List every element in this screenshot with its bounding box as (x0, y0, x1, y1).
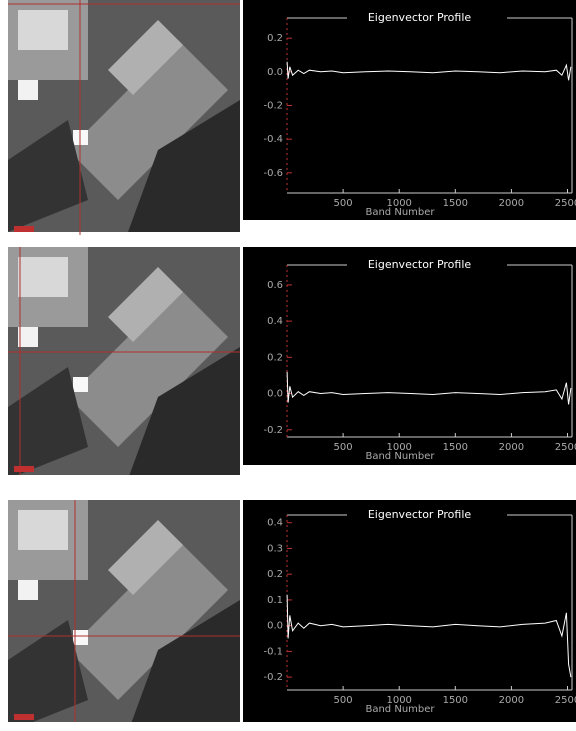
profile-line (286, 61, 572, 81)
y-tick-label: 0.4 (267, 518, 283, 529)
x-tick-label: 500 (334, 442, 353, 453)
y-tick-label: -0.4 (263, 134, 283, 145)
y-tick-label: 0.6 (267, 280, 283, 291)
y-tick-label: 0.3 (267, 543, 283, 554)
x-tick-label: 1500 (443, 442, 468, 453)
x-tick-label: 1500 (443, 198, 468, 209)
image-panel (8, 500, 240, 722)
chart-title: Eigenvector Profile (368, 11, 472, 24)
x-tick-label: 1000 (386, 695, 411, 706)
title-background (347, 11, 507, 25)
chart-title: Eigenvector Profile (368, 508, 472, 521)
x-tick-label: 500 (334, 198, 353, 209)
x-tick-label: 2000 (499, 198, 524, 209)
y-tick-label: -0.1 (263, 646, 283, 657)
y-tick-label: -0.2 (263, 101, 283, 112)
x-tick-label: 2000 (499, 442, 524, 453)
x-tick-label: 1000 (386, 198, 411, 209)
y-tick-label: 0.0 (267, 389, 283, 400)
y-tick-label: -0.6 (263, 168, 283, 179)
x-axis-label: Band Number (365, 451, 435, 462)
image-panel (8, 0, 240, 235)
y-tick-label: 0.2 (267, 33, 283, 44)
title-background (347, 508, 507, 522)
profile-line (286, 371, 572, 405)
x-tick-label: 1500 (443, 695, 468, 706)
y-tick-label: 0.2 (267, 569, 283, 580)
x-tick-label: 2000 (499, 695, 524, 706)
y-tick-label: -0.2 (263, 425, 283, 436)
x-axis-label: Band Number (365, 207, 435, 218)
y-tick-label: 0.0 (267, 67, 283, 78)
image-panel (8, 247, 240, 475)
plot-panel: Eigenvector Profile Band Number 0.4 0.3 0.2 0… (243, 500, 576, 722)
plot-panel: Eigenvector Profile Band Number 0.6 0.4 0.2 0… (243, 247, 576, 465)
y-tick-label: 0.0 (267, 621, 283, 632)
title-background (347, 258, 507, 272)
y-tick-label: -0.2 (263, 672, 283, 683)
y-tick-label: 0.2 (267, 352, 283, 363)
x-tick-label: 500 (334, 695, 353, 706)
x-axis-label: Band Number (365, 704, 435, 715)
plot-background (243, 500, 576, 722)
x-tick-label: 1000 (386, 442, 411, 453)
profile-line (286, 594, 572, 678)
plot-background (243, 247, 576, 465)
plot-background (243, 0, 576, 220)
plot-panel: Eigenvector Profile Band Number 0.2 0.0 -0.2… (243, 0, 576, 220)
y-tick-label: 0.4 (267, 316, 283, 327)
y-tick-label: 0.1 (267, 595, 283, 606)
chart-title: Eigenvector Profile (368, 258, 472, 271)
